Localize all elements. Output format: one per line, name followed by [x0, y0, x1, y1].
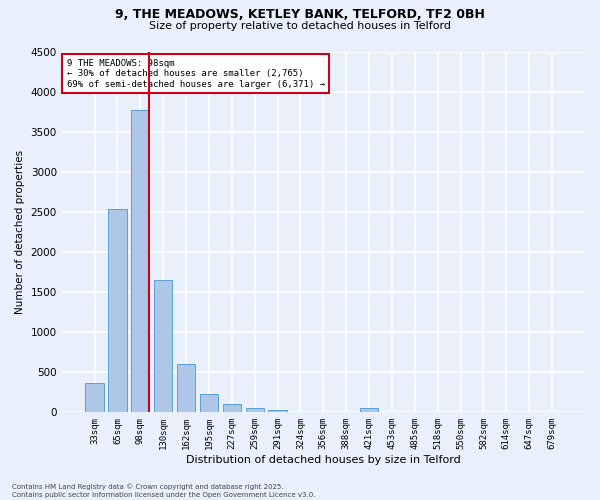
Bar	[245, 408, 264, 412]
Text: Contains HM Land Registry data © Crown copyright and database right 2025.
Contai: Contains HM Land Registry data © Crown c…	[12, 484, 316, 498]
X-axis label: Distribution of detached houses by size in Telford: Distribution of detached houses by size …	[186, 455, 461, 465]
Bar	[109, 210, 127, 412]
Text: 9, THE MEADOWS, KETLEY BANK, TELFORD, TF2 0BH: 9, THE MEADOWS, KETLEY BANK, TELFORD, TF…	[115, 8, 485, 20]
Bar	[177, 364, 195, 412]
Bar	[154, 280, 172, 412]
Bar	[85, 382, 104, 412]
Text: Size of property relative to detached houses in Telford: Size of property relative to detached ho…	[149, 21, 451, 31]
Bar	[268, 410, 287, 412]
Bar	[200, 394, 218, 412]
Bar	[131, 110, 149, 412]
Bar	[360, 408, 378, 412]
Text: 9 THE MEADOWS: 98sqm
← 30% of detached houses are smaller (2,765)
69% of semi-de: 9 THE MEADOWS: 98sqm ← 30% of detached h…	[67, 58, 325, 88]
Bar	[223, 404, 241, 412]
Y-axis label: Number of detached properties: Number of detached properties	[15, 150, 25, 314]
